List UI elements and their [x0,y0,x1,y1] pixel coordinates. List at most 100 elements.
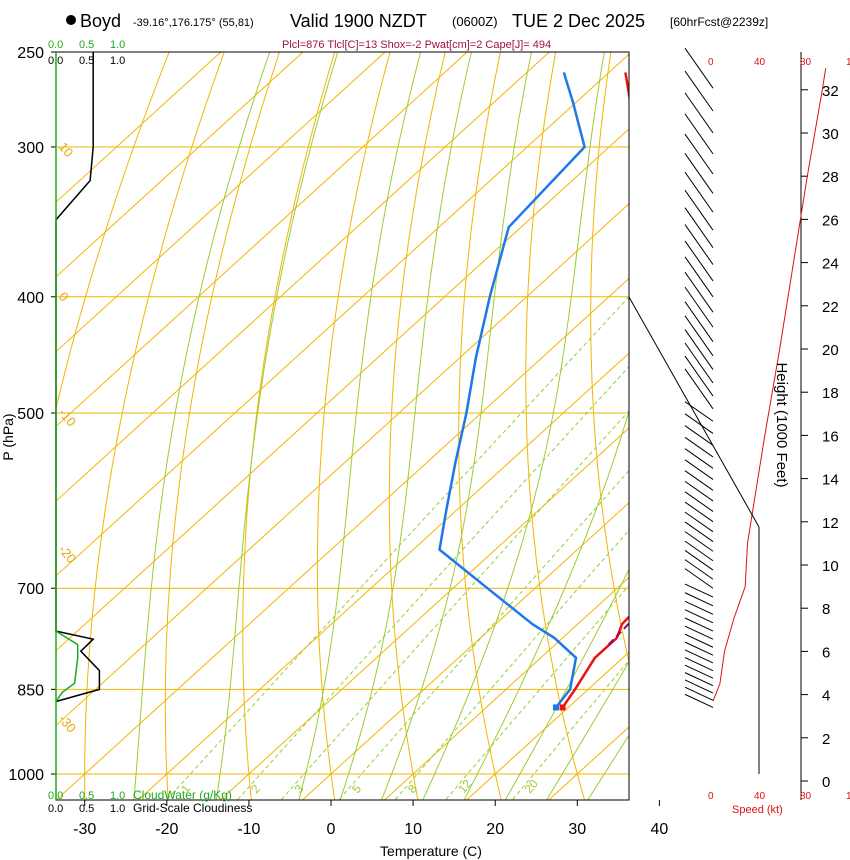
wind-barb [684,550,714,571]
height-tick-label: 6 [822,644,830,661]
wind-speed-profile [712,68,827,702]
plot-frame [55,51,630,801]
wind-speed-tick-top: 12 [846,57,850,68]
wind-barb [684,286,714,328]
wind-speed-tick-top: 40 [754,57,766,68]
height-tick-label: 28 [822,169,839,186]
plot-clip-group [56,52,629,800]
dry-adiabat-line [458,52,502,800]
wind-barb [684,625,714,640]
cloudwater-profile [55,630,79,702]
pressure-tick-label: 850 [17,682,44,699]
wind-speed-tick-top: 0 [708,57,714,68]
mixing-ratio-line [166,296,629,800]
station-name: Boyd [80,11,121,31]
isotherm-label: 10 [56,139,77,160]
height-tick-label: 24 [822,256,839,273]
wind-barb [684,600,714,615]
moist-adiabat-line [133,52,271,800]
cloudiness-profile [55,52,101,703]
dewpoint-surface-marker [553,704,560,711]
panel-connector-upper [628,296,760,528]
temperature-tick-label: -20 [155,821,178,838]
dry-adiabat-line [316,52,391,800]
cloudiness-scale-bottom: 0.5 [79,803,94,815]
wind-barb [684,70,714,112]
height-tick-label: 16 [822,428,839,445]
isotherm-line [56,128,629,652]
cloudiness-scale-bottom: 0.0 [48,803,63,815]
mixing-ratio-line [445,584,629,800]
y-axis-title: P (hPa) [0,413,16,460]
wind-speed-tick-top: 80 [800,57,812,68]
valid-time: Valid 1900 NZDT [290,11,427,31]
wind-barb [684,679,714,694]
pressure-tick-label: 700 [17,581,44,598]
dry-adiabat-line [590,52,629,664]
wind-barb [684,92,714,134]
wind-barb [684,633,714,648]
temperature-tick-label: 40 [651,821,669,838]
wind-barb [684,113,714,155]
wind-barb [684,649,714,664]
station-coords: -39.16°,176.175° (55,81) [133,17,254,29]
height-tick-label: 8 [822,601,830,618]
wind-barb [684,480,714,502]
wind-barb [684,657,714,672]
wind-barb [684,425,714,446]
wind-barb [684,436,714,458]
wind-barb [684,501,714,523]
wind-barb [684,540,714,562]
moist-adiabat-line [587,734,629,800]
isotherm-line [56,52,222,203]
wind-barb [684,189,714,231]
moist-adiabat-line [422,52,605,800]
wind-barb [684,207,714,248]
mixing-ratio-line [339,469,629,800]
wind-barb [684,511,714,533]
x-axis-title: Temperature (C) [380,843,482,859]
moist-adiabat-line [380,52,533,800]
temperature-tick-label: 10 [404,821,422,838]
forecast-run: [60hrFcst@2239z] [670,15,768,29]
pressure-tick-label: 1000 [8,767,44,784]
temperature-tick-label: 30 [568,821,586,838]
temperature-tick-label: 0 [327,821,336,838]
wind-barb [684,641,714,656]
wind-barb [684,133,714,175]
height-axis-title: Height (1000 Feet) [773,362,790,487]
mixing-ratio-label: 20 [522,776,542,795]
isotherm-label: -30 [56,711,80,735]
cloudwater-scale-top: 1.0 [110,39,125,51]
wind-speed-tick-bottom: 40 [754,791,766,802]
wind-barb [684,301,714,342]
pressure-tick-label: 400 [17,290,44,307]
wind-barb [684,617,714,632]
forecast-date: TUE 2 Dec 2025 [512,11,645,31]
utc-time: (0600Z) [452,14,498,29]
mixing-ratio-label: 8 [405,782,420,796]
wind-barb [684,693,714,708]
wind-barb [684,686,714,701]
height-tick-label: 12 [822,515,839,532]
temperature-tick-label: 20 [486,821,504,838]
isotherm-line [56,277,629,800]
wind-barb [684,315,714,357]
dry-adiabat-line [164,52,281,800]
height-tick-label: 14 [822,472,839,489]
cloudiness-scale-top: 1.0 [110,55,125,67]
wind-barb [684,592,714,607]
isotherm-line [56,52,551,502]
cloudwater-scale-bottom: 1.0 [110,790,125,802]
isotherm-label: -20 [56,542,80,566]
dry-adiabat-line [242,52,336,800]
height-tick-label: 32 [822,83,839,100]
isotherm-line [219,427,629,800]
moist-adiabat-line [504,568,629,800]
cloudwater-scale-top: 0.0 [48,39,63,51]
dewpoint-profile-line [438,72,586,709]
height-tick-label: 18 [822,385,839,402]
wind-barb [684,559,714,580]
